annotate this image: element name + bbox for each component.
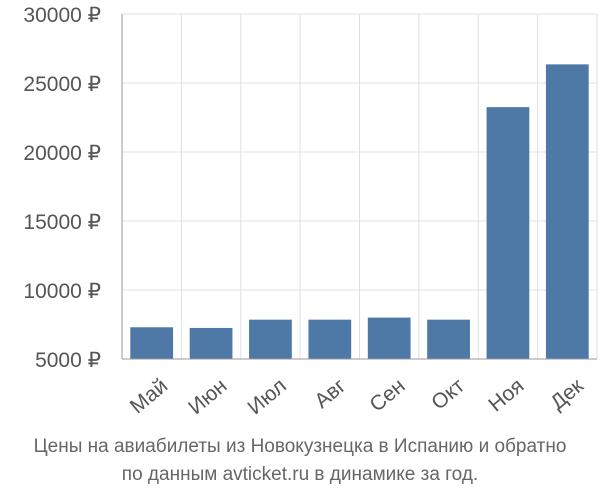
bar-Май — [130, 327, 174, 359]
bar-Ноя — [486, 107, 530, 360]
x-tick-label: Июн — [184, 374, 231, 419]
x-tick-label: Май — [126, 374, 172, 418]
x-tick-label: Авг — [310, 374, 350, 413]
bar-Июн — [189, 327, 233, 359]
y-tick-label: 30000 ₽ — [23, 4, 101, 27]
y-tick-label: 5000 ₽ — [35, 349, 101, 372]
x-tick-label: Сен — [365, 374, 409, 416]
chart-caption-line-1: Цены на авиабилеты из Новокузнецка в Исп… — [33, 436, 567, 457]
x-tick-labels: Май Июн Июл Авг Сен Окт Ноя Дек — [126, 374, 589, 420]
x-tick-label: Июл — [243, 374, 290, 419]
price-bar-chart: 5000 ₽ 10000 ₽ 15000 ₽ 20000 ₽ 25000 ₽ 30000 … — [23, 4, 598, 420]
bar-Июл — [249, 319, 292, 359]
y-tick-label: 25000 ₽ — [23, 73, 101, 96]
x-tick-label: Дек — [546, 374, 588, 415]
y-tick-label: 10000 ₽ — [23, 280, 101, 303]
y-tick-label: 20000 ₽ — [23, 142, 101, 165]
bar-Дек — [545, 64, 589, 360]
bar-Окт — [427, 319, 470, 359]
y-tick-labels: 5000 ₽ 10000 ₽ 15000 ₽ 20000 ₽ 25000 ₽ 30000 … — [23, 4, 101, 372]
chart-caption-line-2: по данным avticket.ru в динамике за год. — [121, 464, 479, 485]
bar-Авг — [308, 319, 352, 359]
x-tick-label: Окт — [427, 374, 469, 415]
bars — [130, 64, 589, 360]
grid-lines — [122, 13, 598, 360]
x-tick-label: Ноя — [484, 374, 528, 416]
y-tick-label: 15000 ₽ — [23, 211, 101, 234]
bar-Сен — [367, 317, 411, 359]
